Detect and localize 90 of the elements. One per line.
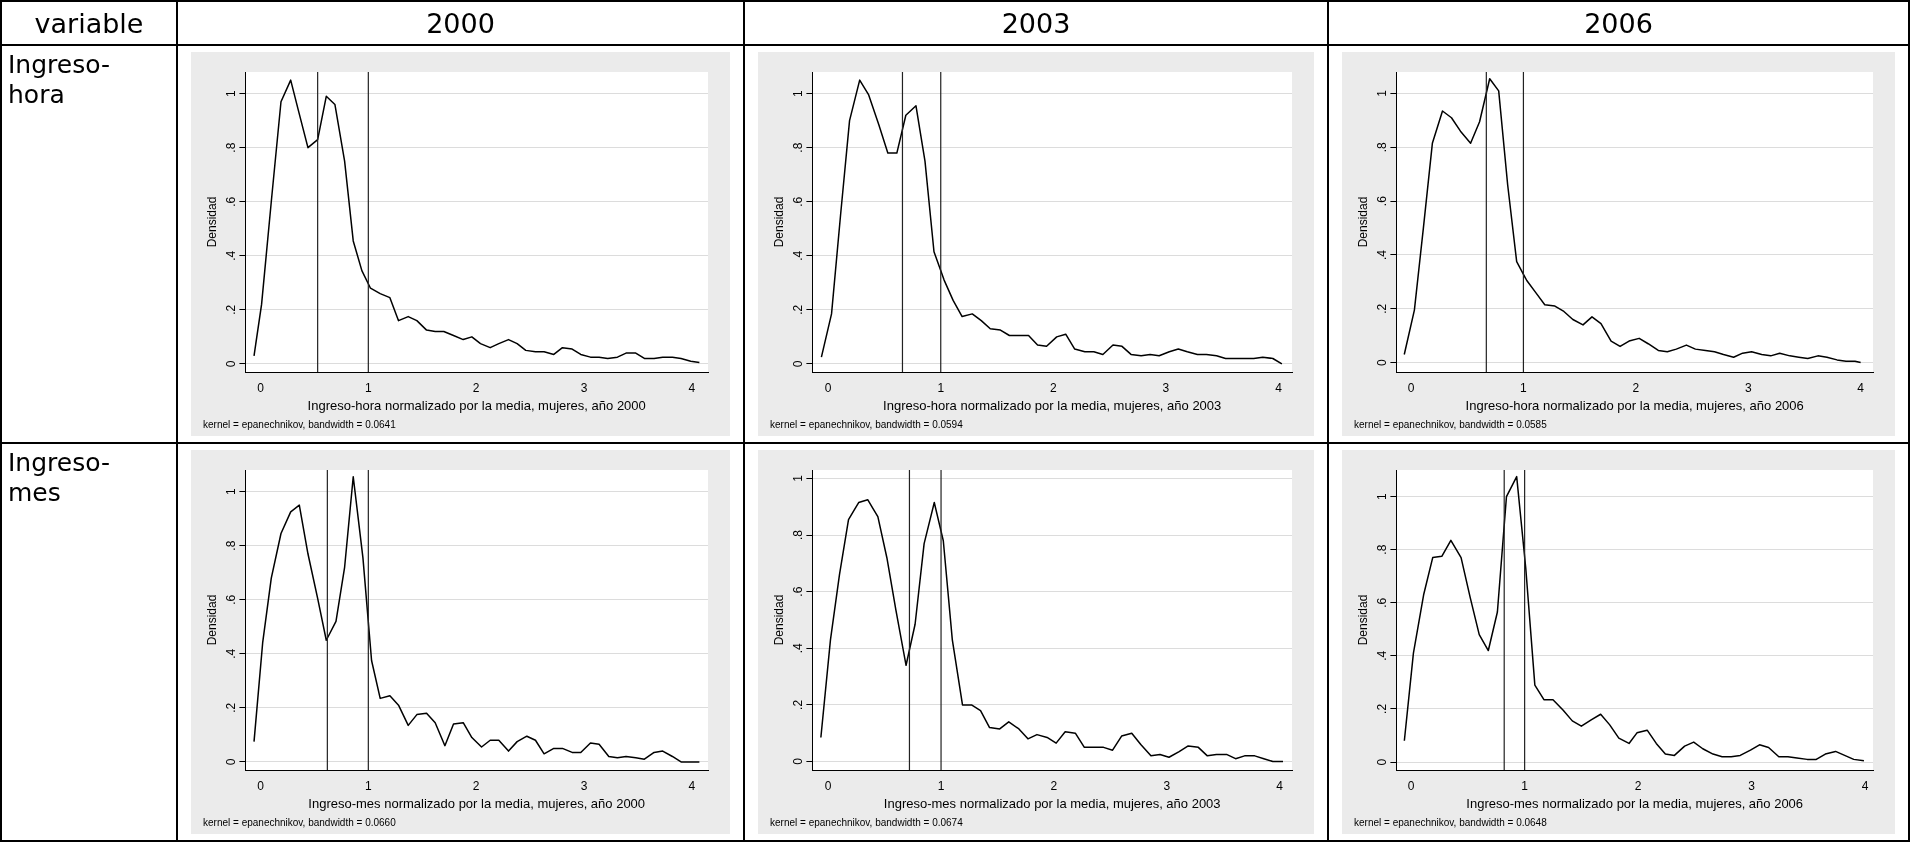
text: Ingreso-mes xyxy=(8,448,111,508)
x-axis-title: Ingreso-mes normalizado por la media, mujeres, año 2006 xyxy=(1466,795,1804,811)
x-tick-label: 4 xyxy=(1275,380,1283,395)
text: kernel = epanechnikov, bandwidth = 0.0674 xyxy=(770,816,964,828)
y-tick-label: .4 xyxy=(1374,650,1389,661)
x-tick-label: 4 xyxy=(688,778,696,793)
x-tick-label: 3 xyxy=(580,380,588,395)
x-axis-title: Ingreso-hora normalizado por la media, mujeres, año 2003 xyxy=(883,397,1222,413)
text: 2006 xyxy=(1328,1,1909,45)
x-axis-title: Ingreso-hora normalizado por la media, mujeres, año 2006 xyxy=(1465,397,1804,413)
x-tick-label: 4 xyxy=(688,380,696,395)
x-tick-label: 3 xyxy=(580,778,588,793)
y-tick-label: 0 xyxy=(223,360,238,368)
y-tick-label: .6 xyxy=(223,594,238,605)
x-tick-label: 2 xyxy=(1632,380,1640,395)
y-tick-label: .8 xyxy=(1374,142,1389,153)
y-axis-title: Densidad xyxy=(771,594,786,646)
y-tick-label: 0 xyxy=(1374,758,1389,766)
y-tick-label: 0 xyxy=(790,360,805,368)
y-tick-label: 0 xyxy=(223,758,238,766)
x-tick-label: 3 xyxy=(1162,380,1170,395)
x-tick-label: 1 xyxy=(1521,778,1529,793)
text: kernel = epanechnikov, bandwidth = 0.0660 xyxy=(203,816,397,828)
y-tick-label: .4 xyxy=(223,648,238,659)
y-axis-title: Densidad xyxy=(1355,594,1370,646)
y-tick-label: .6 xyxy=(790,196,805,207)
x-tick-label: 2 xyxy=(472,778,480,793)
text: variable xyxy=(1,1,177,45)
y-tick-label: .6 xyxy=(1374,597,1389,608)
x-tick-label: 0 xyxy=(257,778,265,793)
x-tick-label: 1 xyxy=(1520,380,1528,395)
y-tick-label: .8 xyxy=(790,142,805,153)
y-tick-label: 0 xyxy=(790,757,805,765)
x-tick-label: 1 xyxy=(364,778,372,793)
x-tick-label: 0 xyxy=(824,778,832,793)
x-tick-label: 0 xyxy=(824,380,832,395)
text: kernel = epanechnikov, bandwidth = 0.0585 xyxy=(1354,418,1548,430)
y-axis-title: Densidad xyxy=(1355,196,1370,248)
y-axis-title: Densidad xyxy=(771,196,786,248)
x-tick-label: 2 xyxy=(1634,778,1642,793)
text: kernel = epanechnikov, bandwidth = 0.0594 xyxy=(770,418,964,430)
y-tick-label: .2 xyxy=(223,702,238,713)
text: kernel = epanechnikov, bandwidth = 0.0641 xyxy=(203,418,397,430)
y-tick-label: 1 xyxy=(790,89,805,97)
text: 2000 xyxy=(177,1,744,45)
text: kernel = epanechnikov, bandwidth = 0.0648 xyxy=(1354,816,1548,828)
y-tick-label: .8 xyxy=(223,540,238,551)
x-tick-label: 1 xyxy=(364,380,372,395)
x-tick-label: 4 xyxy=(1857,380,1865,395)
text: 2003 xyxy=(744,1,1328,45)
x-tick-label: 2 xyxy=(1049,380,1057,395)
y-tick-label: .6 xyxy=(223,196,238,207)
y-tick-label: .2 xyxy=(1374,703,1389,714)
y-tick-label: .8 xyxy=(1374,544,1389,555)
y-tick-label: .2 xyxy=(1374,303,1389,314)
y-tick-label: .4 xyxy=(1374,249,1389,260)
x-tick-label: 0 xyxy=(1407,778,1415,793)
y-tick-label: .8 xyxy=(790,529,805,541)
y-tick-label: 1 xyxy=(790,474,805,482)
y-axis-title: Densidad xyxy=(204,196,219,248)
x-tick-label: 1 xyxy=(937,380,945,395)
x-tick-label: 2 xyxy=(1050,778,1058,793)
y-tick-label: 1 xyxy=(223,487,238,495)
y-tick-label: 1 xyxy=(223,89,238,97)
x-tick-label: 0 xyxy=(257,380,265,395)
y-tick-label: .2 xyxy=(223,304,238,315)
x-tick-label: 4 xyxy=(1861,778,1869,793)
x-tick-label: 2 xyxy=(472,380,480,395)
y-tick-label: .8 xyxy=(223,142,238,153)
text: Ingreso-hora xyxy=(8,50,111,110)
y-axis-title: Densidad xyxy=(204,594,219,646)
y-tick-label: .2 xyxy=(790,304,805,315)
x-tick-label: 1 xyxy=(937,778,945,793)
x-tick-label: 0 xyxy=(1407,380,1415,395)
x-tick-label: 3 xyxy=(1163,778,1171,793)
y-tick-label: .4 xyxy=(223,250,238,261)
x-tick-label: 3 xyxy=(1748,778,1756,793)
x-tick-label: 4 xyxy=(1276,778,1284,793)
x-tick-label: 3 xyxy=(1744,380,1752,395)
y-tick-label: 1 xyxy=(1374,89,1389,97)
y-tick-label: .4 xyxy=(790,250,805,261)
y-tick-label: .2 xyxy=(790,699,805,710)
y-tick-label: .6 xyxy=(790,586,805,597)
y-tick-label: .6 xyxy=(1374,195,1389,207)
y-tick-label: .4 xyxy=(790,642,805,654)
x-axis-title: Ingreso-hora normalizado por la media, mujeres, año 2000 xyxy=(307,397,646,413)
x-axis-title: Ingreso-mes normalizado por la media, mujeres, año 2003 xyxy=(883,795,1221,811)
y-tick-label: 1 xyxy=(1374,492,1389,500)
x-axis-title: Ingreso-mes normalizado por la media, mujeres, año 2000 xyxy=(308,795,646,811)
y-tick-label: 0 xyxy=(1374,358,1389,366)
